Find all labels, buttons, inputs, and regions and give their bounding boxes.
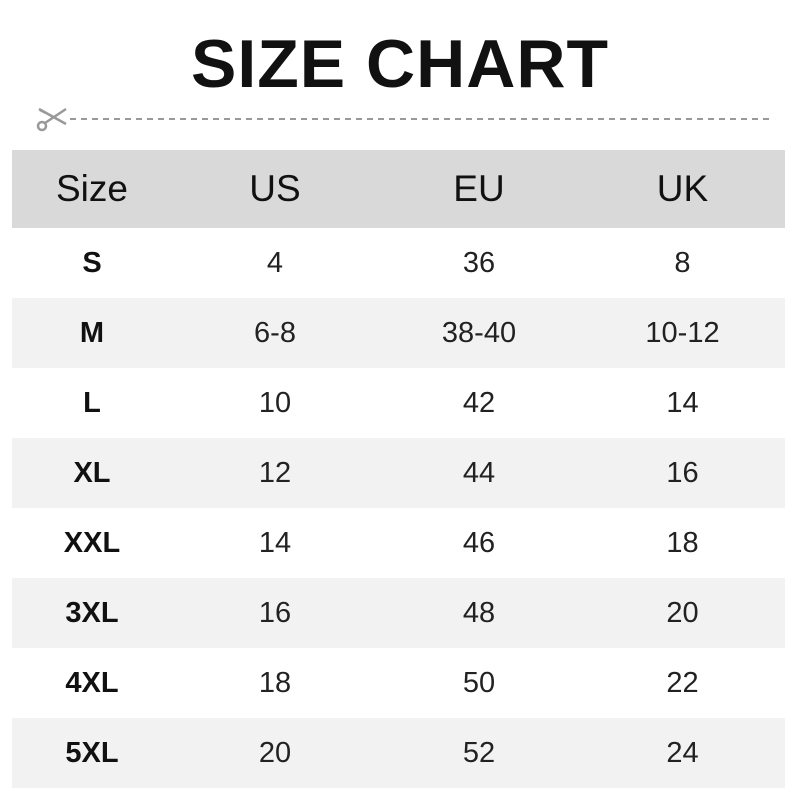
page-title: SIZE CHART [191, 26, 609, 102]
column-header: UK [656, 168, 709, 209]
size-value: 42 [462, 386, 496, 419]
size-value: 6-8 [254, 316, 296, 349]
size-label: S [82, 246, 102, 279]
size-value: 10 [258, 386, 292, 419]
size-value: 38-40 [441, 316, 517, 349]
size-value: 14 [258, 526, 292, 559]
size-value: 14 [666, 386, 699, 419]
size-value: 50 [462, 666, 496, 699]
size-value: 46 [462, 526, 496, 559]
cut-line [36, 107, 769, 132]
size-value: 18 [258, 666, 292, 699]
size-value: 20 [666, 596, 699, 629]
size-value: 12 [258, 456, 292, 489]
size-label: L [83, 386, 101, 419]
table-row: M 6-8 38-40 10-12 [12, 298, 785, 368]
size-value: 10-12 [645, 316, 720, 349]
size-label: 3XL [65, 596, 119, 629]
size-label: 5XL [65, 736, 119, 769]
column-header: Size [56, 168, 128, 209]
scissors-icon [36, 107, 67, 132]
size-label: XXL [63, 526, 121, 559]
size-value: 18 [666, 526, 699, 559]
size-label: XL [73, 456, 111, 489]
size-value: 16 [258, 596, 292, 629]
table-row: 5XL 20 52 24 [12, 718, 785, 788]
table-row: XXL 14 46 18 [12, 508, 785, 578]
table-row: 3XL 16 48 20 [12, 578, 785, 648]
size-value: 24 [666, 736, 699, 769]
table-row: S 4 36 8 [12, 228, 785, 298]
size-label: 4XL [65, 666, 119, 699]
size-value: 22 [666, 666, 699, 699]
table-row: 4XL 18 50 22 [12, 648, 785, 718]
size-value: 52 [462, 736, 496, 769]
size-value: 44 [462, 456, 496, 489]
column-header: EU [453, 168, 505, 209]
size-label: M [79, 316, 105, 349]
size-value: 20 [258, 736, 292, 769]
size-value: 4 [266, 246, 284, 279]
table-row: XL 12 44 16 [12, 438, 785, 508]
size-value: 36 [462, 246, 496, 279]
table-row: L 10 42 14 [12, 368, 785, 438]
table-header: Size US EU UK [12, 150, 785, 228]
size-value: 8 [674, 246, 691, 279]
size-value: 48 [462, 596, 496, 629]
column-header: US [249, 168, 301, 209]
size-value: 16 [666, 456, 699, 489]
size-table: Size US EU UK S 4 36 8 M 6-8 38-40 10-12 L 10 42 14… [12, 150, 785, 788]
